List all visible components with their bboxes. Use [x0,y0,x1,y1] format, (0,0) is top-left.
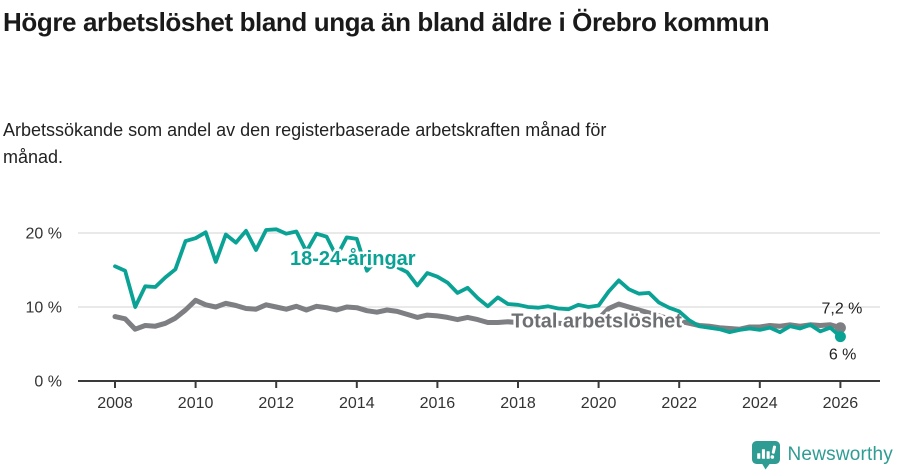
x-tick-label: 2014 [339,395,375,412]
x-tick-label: 2024 [742,395,778,412]
x-tick-label: 2008 [97,395,133,412]
series-label-total-arbetsl-shet: Total arbetslöshet [511,310,682,332]
x-tick-label: 2012 [258,395,294,412]
page-title: Högre arbetslöshet bland unga än bland ä… [3,7,770,37]
series-line-18-24-ringar [113,227,843,339]
x-tick-label: 2020 [581,395,617,412]
series-end-dot-total-arbetsl-shet [834,322,846,334]
end-value-label-total-arbetsl-shet: 7,2 % [821,301,862,318]
series-18-24-ringar: 18-24-åringar 6 % [113,227,857,364]
series-label-18-24-ringar: 18-24-åringar [290,247,416,270]
x-axis: 2008 2010 2012 2014 2016 2018 2020 2022 2024 2026 [78,380,880,412]
x-tick-label: 2022 [661,395,697,412]
y-tick-label: 10 % [26,300,62,317]
x-tick-label: 2018 [500,395,536,412]
newsworthy-logo-text: Newsworthy [787,444,893,465]
x-tick-label: 2010 [178,395,214,412]
y-tick-label: 20 % [26,226,62,243]
x-tick-label: 2026 [823,395,859,412]
page-subtitle: Arbetssökande som andel av den registerb… [3,120,607,167]
series-line-total-arbetsl-shet [112,297,843,332]
newsworthy-logo-icon [751,441,780,470]
x-tick-label: 2016 [420,395,456,412]
y-axis: 0 % 10 % 20 % [26,226,62,391]
series-end-dot-18-24-ringar [834,331,846,343]
y-tick-label: 0 % [34,374,62,391]
newsworthy-logo[interactable]: Newsworthy [751,440,893,470]
end-value-label-18-24-ringar: 6 % [829,347,857,364]
gridlines [78,232,880,308]
